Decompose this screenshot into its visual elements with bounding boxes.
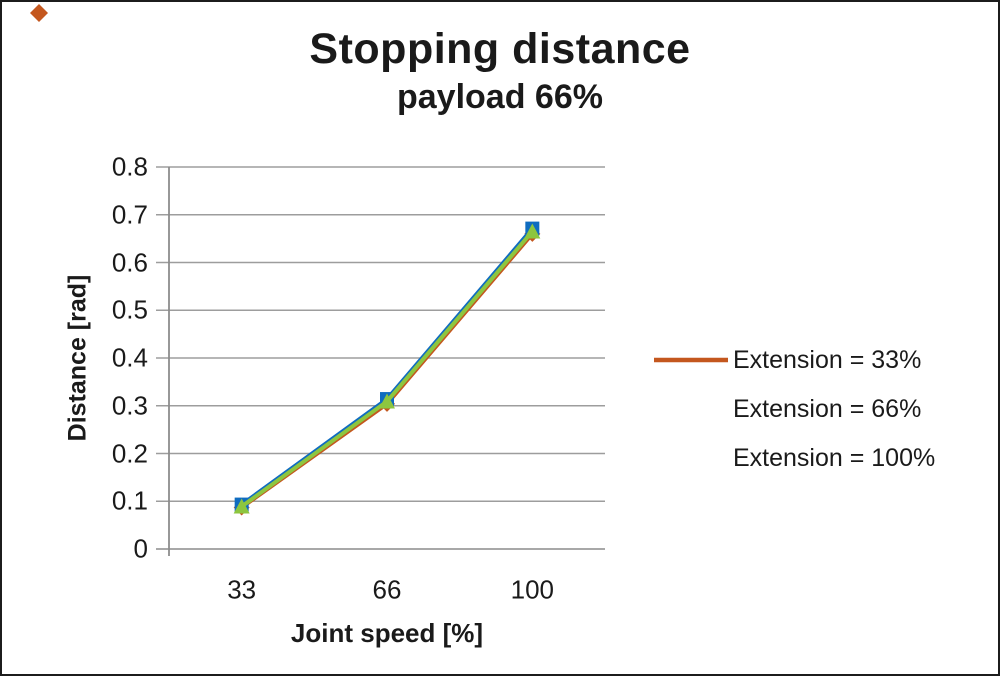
x-axis-title: Joint speed [%] bbox=[290, 618, 484, 648]
legend-label: Extension = 33% bbox=[733, 345, 922, 374]
y-tick-label: 0.2 bbox=[111, 438, 148, 468]
y-tick-label: 0.3 bbox=[111, 390, 148, 421]
legend-item-extension-100: Extension = 100% bbox=[654, 443, 936, 472]
legend: Extension = 33% Extension = 66% Extensio… bbox=[654, 345, 936, 494]
y-tick-label: 0 bbox=[133, 533, 148, 564]
chart-title: Stopping distance bbox=[309, 25, 691, 73]
y-tick-label: 0.8 bbox=[111, 151, 148, 182]
legend-label: Extension = 100% bbox=[733, 443, 936, 472]
y-tick-label: 0.4 bbox=[111, 342, 148, 373]
chart-subtitle: payload 66% bbox=[397, 78, 603, 117]
legend-label: Extension = 66% bbox=[733, 394, 922, 423]
title-block: Stopping distance payload 66% bbox=[2, 25, 998, 117]
y-tick-label: 0.7 bbox=[111, 199, 148, 230]
y-tick-label: 0.5 bbox=[111, 294, 148, 325]
legend-key-square-icon bbox=[654, 398, 728, 420]
legend-key-diamond-icon bbox=[654, 357, 728, 363]
y-axis-title: Distance [rad] bbox=[63, 274, 92, 442]
legend-item-extension-33: Extension = 33% bbox=[654, 345, 935, 374]
x-tick-label: 33 bbox=[227, 574, 257, 605]
x-tick-label: 66 bbox=[372, 574, 402, 605]
legend-item-extension-66: Extension = 66% bbox=[654, 394, 935, 423]
y-tick-label: 0.6 bbox=[111, 247, 148, 277]
x-tick-label: 100 bbox=[510, 574, 555, 605]
legend-key-triangle-icon bbox=[654, 447, 728, 469]
y-tick-label: 0.1 bbox=[111, 485, 148, 516]
